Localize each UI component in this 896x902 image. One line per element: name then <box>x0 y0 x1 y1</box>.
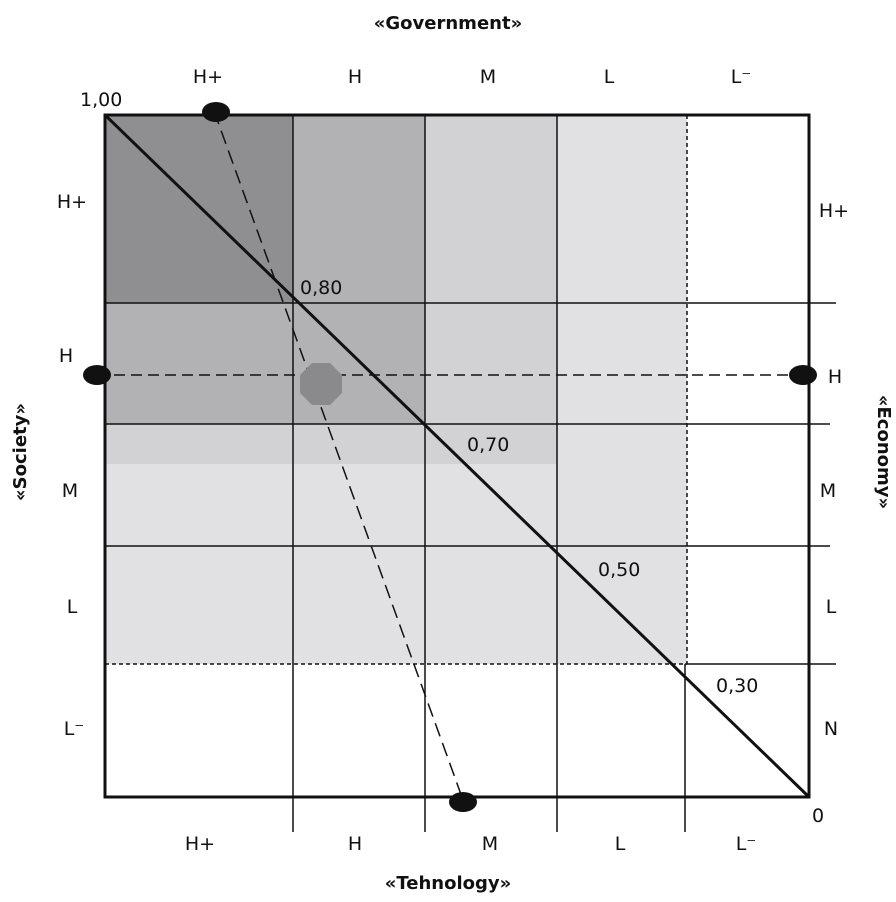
society-marker <box>83 365 111 385</box>
right-level-labels: H+ H M L N <box>819 200 849 740</box>
left-level-label: H+ <box>57 191 87 213</box>
axis-title-left: «Society» <box>10 403 31 501</box>
zone-fills <box>105 115 687 664</box>
bottom-level-label: L⁻ <box>736 833 757 855</box>
dashed-line-government-technology <box>213 110 464 801</box>
bottom-level-label: L <box>615 833 626 855</box>
left-level-label: L <box>67 596 78 618</box>
right-level-label: H <box>828 366 842 388</box>
bottom-level-label: H+ <box>185 833 215 855</box>
top-level-label: L <box>604 66 615 88</box>
top-level-label: H <box>348 66 362 88</box>
markers <box>83 102 817 812</box>
economy-marker <box>789 365 817 385</box>
diagonal-line <box>103 113 811 799</box>
right-level-label: N <box>824 718 838 740</box>
top-level-labels: H+ H M L L⁻ <box>193 66 751 88</box>
left-level-labels: H+ H M L L⁻ <box>57 191 87 740</box>
right-level-label: M <box>820 480 836 502</box>
axis-title-bottom: «Tehnology» <box>385 873 512 894</box>
right-level-label: H+ <box>819 200 849 222</box>
bottom-level-label: H <box>348 833 362 855</box>
government-marker <box>202 102 230 122</box>
diagonal-value-label: 0,80 <box>300 277 342 299</box>
right-level-label: L <box>826 596 837 618</box>
bottom-level-labels: H+ H M L L⁻ <box>185 833 756 855</box>
grid-lines <box>105 115 836 832</box>
axis-title-right: «Economy» <box>873 395 894 509</box>
light-zone-boundary <box>105 115 688 665</box>
diagonal-value-label: 0,50 <box>598 559 640 581</box>
left-level-label: M <box>62 480 78 502</box>
axis-title-top: «Government» <box>374 13 522 34</box>
diagonal-value-label: 0,70 <box>467 434 509 456</box>
diagonal-value-labels: 1,00 0,80 0,70 0,50 0,30 0 <box>80 89 824 827</box>
intersection-marker <box>300 363 342 405</box>
top-level-label: L⁻ <box>731 66 752 88</box>
diagonal-value-label: 0 <box>812 805 824 827</box>
left-level-label: H <box>59 345 73 367</box>
bottom-level-label: M <box>482 833 498 855</box>
top-level-label: M <box>480 66 496 88</box>
diagonal-value-label: 1,00 <box>80 89 122 111</box>
technology-marker <box>449 792 477 812</box>
top-level-label: H+ <box>193 66 223 88</box>
left-level-label: L⁻ <box>64 718 85 740</box>
diagonal-value-label: 0,30 <box>716 675 758 697</box>
